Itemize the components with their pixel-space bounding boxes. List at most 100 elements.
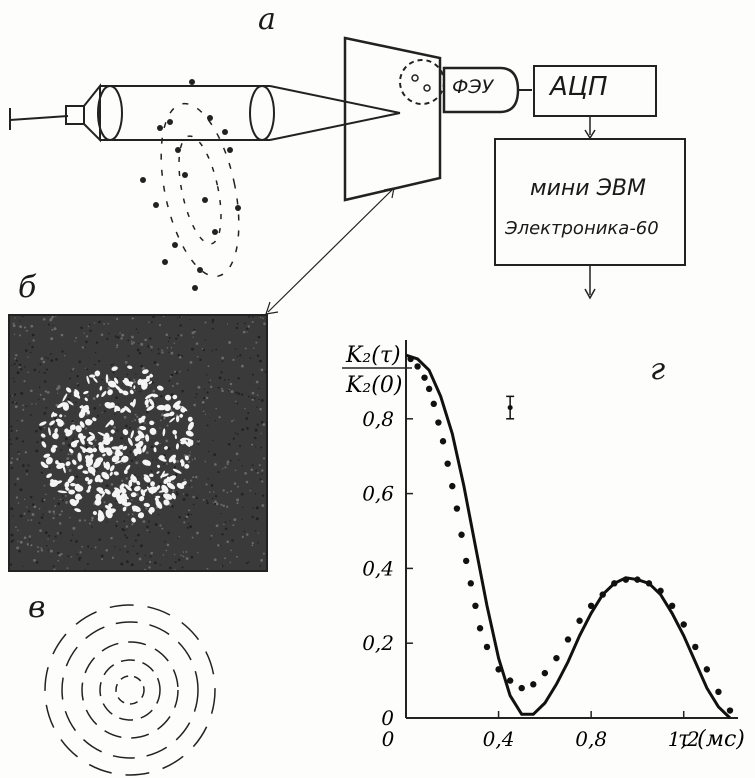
speckle-noise — [223, 379, 226, 381]
speckle-spot — [154, 441, 159, 446]
speckle-spot — [157, 464, 161, 468]
speckle-spot — [105, 374, 109, 384]
speckle-noise — [53, 513, 56, 515]
speckle-noise — [16, 420, 18, 422]
speckle-noise — [149, 337, 152, 340]
speckle-spot — [82, 470, 89, 474]
speckle-noise — [161, 351, 164, 354]
speckle-noise — [76, 374, 79, 378]
speckle-noise — [53, 540, 55, 542]
speckle-noise — [250, 468, 254, 472]
speckle-noise — [170, 409, 173, 412]
speckle-spot — [148, 510, 153, 515]
speckle-noise — [155, 459, 158, 461]
speckle-noise — [50, 337, 54, 341]
speckle-noise — [165, 439, 168, 443]
speckle-noise — [154, 523, 158, 526]
speckle-noise — [253, 397, 256, 400]
experiment-point — [576, 617, 583, 624]
speckle-noise — [58, 513, 61, 516]
speckle-noise — [190, 555, 194, 559]
speckle-noise — [256, 406, 258, 408]
speckle-noise — [43, 380, 47, 383]
y-tick-label: 0,6 — [362, 482, 394, 506]
speckle-noise — [174, 569, 176, 570]
speckle-noise — [100, 554, 104, 558]
speckle-spot — [86, 435, 96, 442]
speckle-noise — [117, 403, 120, 405]
speckle-noise — [167, 447, 171, 450]
speckle-spot — [125, 381, 134, 386]
speckle-noise — [237, 377, 240, 380]
x-tick-label: 1,2 — [668, 727, 700, 751]
speckle-noise — [29, 539, 31, 541]
speckle-spot — [122, 506, 127, 512]
experiment-point — [444, 460, 451, 467]
speckle-noise — [256, 423, 259, 426]
speckle-noise — [170, 351, 174, 355]
speckle-noise — [97, 320, 101, 324]
speckle-spot — [164, 394, 172, 401]
speckle-noise — [192, 495, 195, 499]
speckle-noise — [120, 436, 123, 440]
y-axis-label-numerator: K₂(τ) — [345, 343, 401, 368]
speckle-noise — [257, 335, 261, 339]
speckle-noise — [119, 549, 121, 551]
speckle-noise — [136, 348, 140, 352]
speckle-noise — [227, 378, 230, 381]
speckle-spot — [87, 466, 96, 474]
speckle-noise — [40, 549, 44, 552]
speckle-noise — [107, 386, 111, 390]
speckle-noise — [236, 502, 239, 505]
speckle-spot — [175, 415, 180, 423]
speckle-spot — [65, 387, 72, 393]
speckle-noise — [234, 432, 237, 434]
speckle-noise — [197, 439, 200, 441]
speckle-noise — [23, 512, 26, 515]
speckle-noise — [123, 415, 127, 419]
speckle-noise — [247, 325, 250, 328]
speckle-noise — [206, 424, 209, 427]
speckle-noise — [119, 332, 121, 334]
speckle-noise — [194, 457, 197, 460]
speckle-noise — [130, 459, 134, 462]
speckle-spot — [121, 494, 129, 500]
speckle-noise — [175, 491, 178, 493]
speckle-spot — [68, 448, 74, 454]
experiment-point — [622, 576, 630, 583]
speckle-noise — [13, 362, 16, 366]
speckle-noise — [247, 411, 250, 414]
speckle-noise — [38, 371, 41, 373]
speckle-noise — [23, 498, 26, 501]
speckle-noise — [27, 464, 30, 467]
speckle-noise — [38, 426, 41, 429]
speckle-noise — [85, 367, 87, 369]
speckle-noise — [189, 451, 192, 453]
speckle-noise — [235, 391, 238, 394]
speckle-noise — [220, 564, 224, 568]
speckle-noise — [254, 492, 257, 495]
speckle-noise — [204, 413, 207, 416]
speckle-spot — [96, 394, 99, 398]
speckle-noise — [253, 347, 255, 349]
speckle-noise — [40, 516, 44, 519]
speckle-spot — [179, 413, 184, 418]
speckle-noise — [10, 443, 13, 445]
speckle-noise — [209, 538, 212, 540]
speckle-noise — [201, 401, 205, 404]
speckle-noise — [39, 363, 42, 366]
speckle-noise — [11, 457, 14, 460]
speckle-spot — [114, 384, 122, 392]
speckle-noise — [240, 364, 244, 368]
speckle-noise — [138, 351, 142, 355]
speckle-noise — [241, 428, 245, 431]
speckle-noise — [255, 506, 259, 510]
speckle-noise — [101, 411, 103, 414]
speckle-noise — [174, 561, 177, 564]
speckle-noise — [15, 353, 18, 357]
speckle-noise — [148, 520, 151, 523]
speckle-noise — [43, 484, 46, 487]
speckle-spot — [149, 427, 157, 435]
speckle-spot — [70, 483, 76, 487]
speckle-spot — [156, 471, 160, 474]
